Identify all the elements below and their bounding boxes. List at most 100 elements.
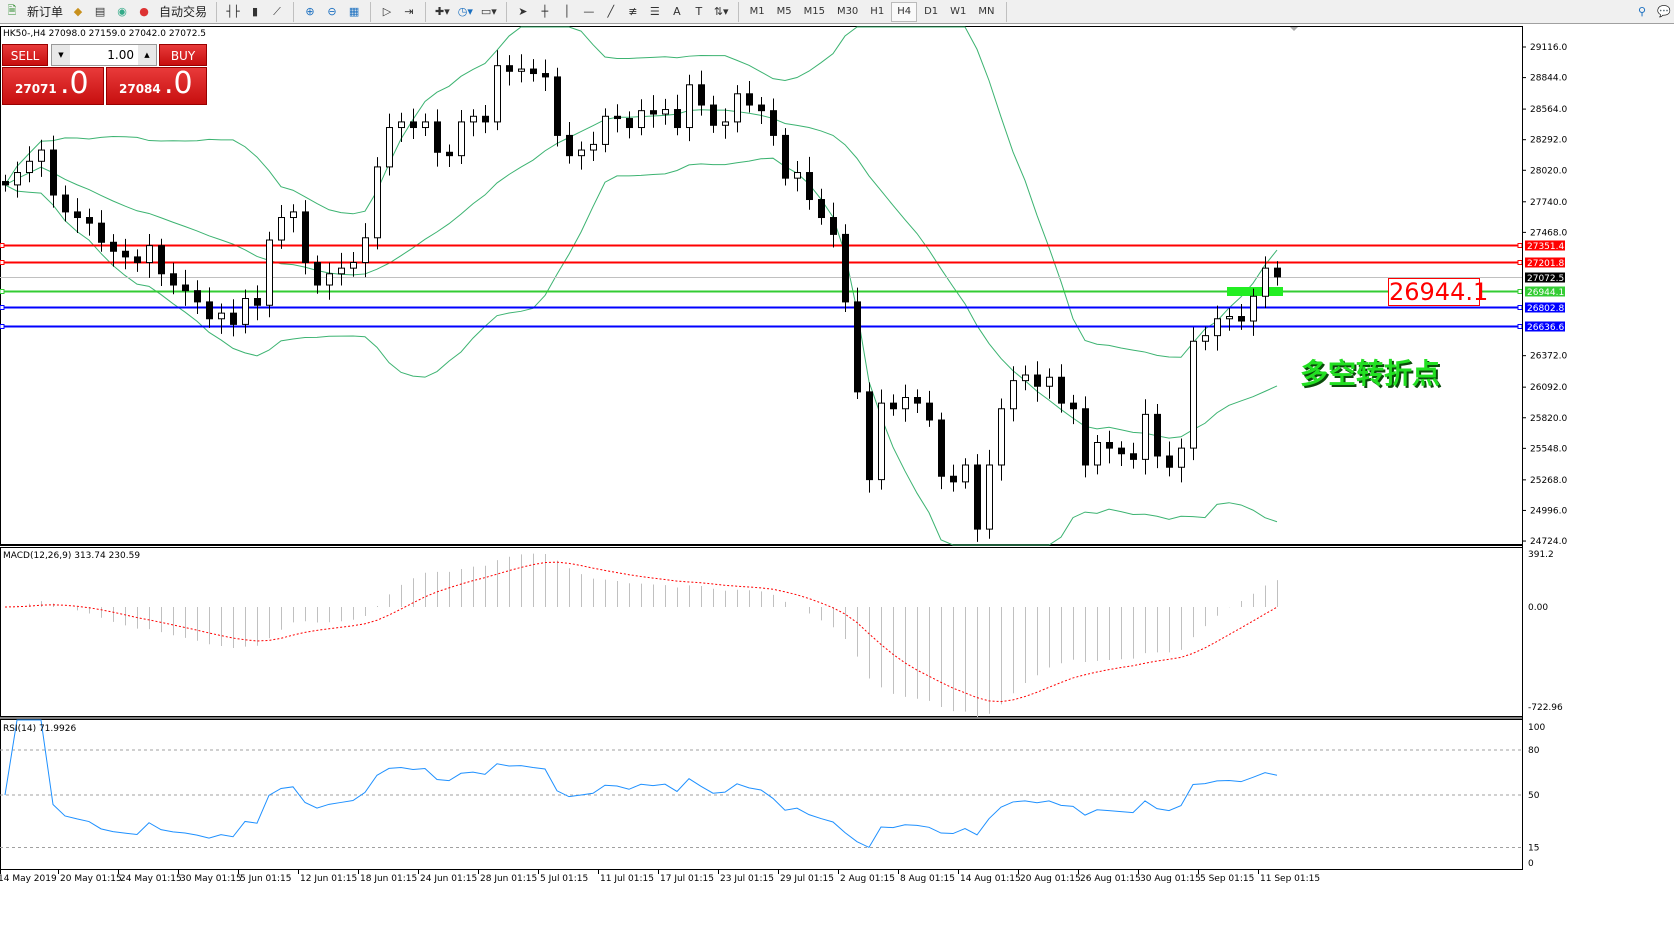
bollinger-upper-band (4, 26, 1278, 358)
gold-button[interactable]: ◆ (68, 2, 88, 22)
timeframe-mn[interactable]: MN (978, 6, 995, 17)
candle-body (326, 273, 333, 286)
decrease-lot-icon[interactable]: ▼ (52, 45, 70, 65)
candle (86, 208, 93, 236)
horizontal-line-button[interactable]: — (579, 2, 599, 22)
candle-body (398, 121, 405, 129)
candle-body (794, 172, 801, 179)
search-icon: ⚲ (1637, 5, 1647, 18)
fibo-fan-button[interactable]: ☰ (645, 2, 665, 22)
candle-body (350, 262, 357, 269)
candle (530, 59, 537, 82)
line-chart-button[interactable]: ⟋ (267, 2, 287, 22)
candle-body (194, 290, 201, 303)
lot-stepper[interactable]: ▼ ▲ (51, 44, 157, 66)
line-anchor (1517, 289, 1523, 294)
candle-body (110, 241, 117, 252)
price-label: 26636.6 (1527, 323, 1564, 333)
candle (578, 141, 585, 170)
lot-input[interactable] (70, 48, 138, 62)
candle-body (170, 273, 177, 286)
buy-price-button[interactable]: 27084 .0 (106, 66, 207, 105)
timeframe-h4[interactable]: H4 (891, 1, 918, 22)
bar-chart-button[interactable]: ┤├ (223, 2, 243, 22)
chat-button[interactable]: 💬 (1654, 2, 1674, 22)
crosshair-icon: ┼ (541, 5, 549, 18)
chart-shift-marker (1290, 27, 1298, 31)
timeframe-m1[interactable]: M1 (749, 6, 765, 17)
timeframe-m15[interactable]: M15 (803, 6, 825, 17)
candle (614, 104, 621, 133)
auto-scroll-icon: ▷ (382, 5, 392, 18)
candle (218, 303, 225, 334)
auto-trading-button[interactable]: ● (134, 2, 154, 22)
periods-button[interactable]: ◷▾ (455, 2, 476, 22)
zoom-in-button[interactable]: ⊕ (300, 2, 320, 22)
market-watch-button[interactable]: ▤ (90, 2, 110, 22)
cursor-button[interactable]: ➤ (513, 2, 533, 22)
x-tick-label: 14 Aug 01:15 (960, 874, 1021, 884)
y-tick-label: 28564.0 (1530, 105, 1567, 115)
candle (398, 112, 405, 143)
search-button[interactable]: ⚲ (1632, 2, 1652, 22)
auto-trading-label[interactable]: 自动交易 (159, 5, 208, 19)
x-tick-label: 17 Jul 01:15 (660, 874, 714, 884)
candle (182, 269, 189, 306)
candle-body (590, 143, 597, 151)
zoom-out-button[interactable]: ⊖ (322, 2, 342, 22)
crosshair-button[interactable]: ┼ (535, 2, 555, 22)
candle-body (14, 172, 21, 186)
macd-pane (0, 547, 1523, 717)
x-tick-label: 11 Jul 01:15 (600, 874, 654, 884)
timeframe-m30[interactable]: M30 (836, 6, 859, 17)
fibonacci-icon: ≢ (628, 5, 638, 18)
arrows-button[interactable]: ⇅▾ (711, 2, 732, 22)
trendline-button[interactable]: ╱ (601, 2, 621, 22)
templates-button[interactable]: ▭▾ (478, 2, 500, 22)
candle-body (1106, 442, 1113, 449)
rsi-y-label: 100 (1528, 723, 1545, 733)
candle-body (242, 298, 249, 325)
tile-windows-button[interactable]: ▦ (344, 2, 364, 22)
timeframe-m5[interactable]: M5 (776, 6, 792, 17)
candlestick-button[interactable]: ▮ (245, 2, 265, 22)
auto-scroll-button[interactable]: ▷ (377, 2, 397, 22)
new-order-button[interactable]: 🗎 (2, 2, 22, 22)
fibonacci-button[interactable]: ≢ (623, 2, 643, 22)
candle-body (1274, 267, 1281, 278)
candle (926, 390, 933, 427)
candle-body (638, 110, 645, 129)
vertical-line-button[interactable]: │ (557, 2, 577, 22)
candle-body (1250, 295, 1257, 322)
timeframe-w1[interactable]: W1 (950, 6, 967, 17)
candle-body (806, 172, 813, 201)
candle (254, 285, 261, 321)
candle (674, 94, 681, 136)
candle (986, 449, 993, 539)
candle (1010, 366, 1017, 422)
sell-price-button[interactable]: 27071 .0 (2, 66, 104, 105)
candle-body (1178, 447, 1185, 468)
candle (806, 156, 813, 210)
text-label-button[interactable]: T (689, 2, 709, 22)
candle (1058, 364, 1065, 413)
signal-button[interactable]: ◉ (112, 2, 132, 22)
candle (26, 146, 33, 183)
candle-body (746, 93, 753, 106)
timeframe-d1[interactable]: D1 (924, 6, 939, 17)
periods-icon: ◷▾ (457, 5, 473, 18)
y-tick-label: 25820.0 (1530, 414, 1567, 424)
increase-lot-icon[interactable]: ▲ (138, 45, 156, 65)
indicators-button[interactable]: ✚▾ (432, 2, 453, 22)
candle-body (698, 84, 705, 106)
buy-button[interactable]: BUY (159, 44, 207, 66)
sell-button[interactable]: SELL (2, 44, 48, 66)
y-tick-label: 24724.0 (1530, 537, 1567, 547)
chart-shift-button[interactable]: ⇥ (399, 2, 419, 22)
new-order-label[interactable]: 新订单 (27, 5, 64, 19)
text-button[interactable]: A (667, 2, 687, 22)
timeframe-h1[interactable]: H1 (870, 6, 885, 17)
candle-body (770, 110, 777, 136)
candle-body (650, 110, 657, 115)
